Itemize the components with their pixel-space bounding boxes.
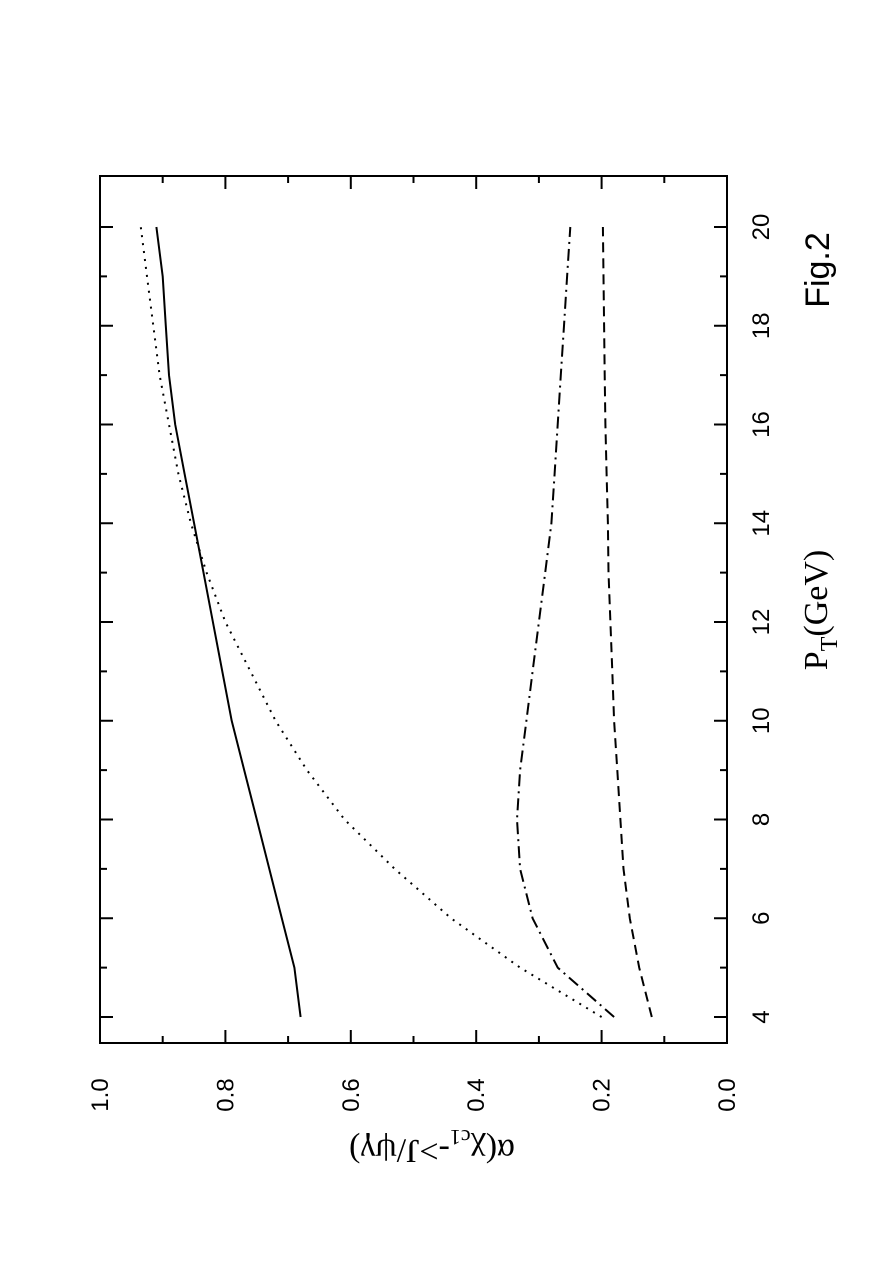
y-tick-label: 0.6	[338, 1078, 365, 1111]
figure-annotation: Fig.2	[799, 232, 837, 308]
ticks-layer	[99, 176, 728, 1043]
x-tick-label: 20	[748, 214, 775, 241]
y-tick-label: 0.0	[714, 1078, 741, 1111]
x-tick-label: 14	[748, 510, 775, 537]
labels-layer: 4 6 8 10 12 14 16 18 20 0.0 0.2 0.4 0.6 0.8 1.0 PT(GeV)…	[87, 214, 843, 1169]
series-line-solid	[155, 226, 302, 1018]
x-tick-label: 16	[748, 411, 775, 438]
x-tick-label: 4	[748, 1010, 775, 1023]
y-tick-label: 1.0	[87, 1078, 114, 1111]
x-tick-label: 12	[748, 609, 775, 636]
x-tick-label: 18	[748, 312, 775, 339]
series-layer	[139, 226, 653, 1018]
y-axis-label: α(χc1->J/ψγ)	[349, 1125, 515, 1169]
y-tick-label: 0.8	[212, 1078, 239, 1111]
y-tick-label: 0.2	[589, 1078, 616, 1111]
x-tick-label: 6	[748, 912, 775, 925]
x-tick-label: 8	[748, 813, 775, 826]
series-line-dashed	[601, 226, 653, 1018]
x-tick-label: 10	[748, 707, 775, 734]
y-tick-label: 0.4	[463, 1078, 490, 1111]
x-axis-label: PT(GeV)	[798, 550, 843, 670]
